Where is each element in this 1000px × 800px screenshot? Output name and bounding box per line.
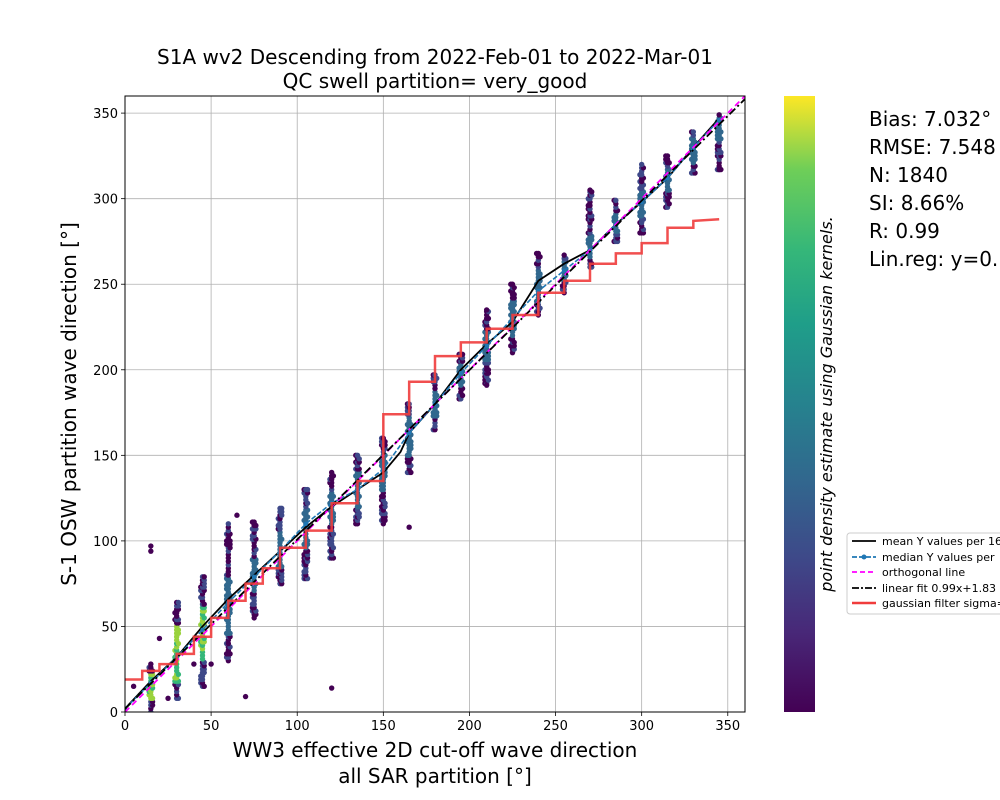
median-marker bbox=[251, 574, 257, 580]
scatter-point-outlier bbox=[483, 382, 490, 388]
scatter-point-outlier bbox=[165, 695, 171, 702]
stat-linreg: Lin.reg: y=0. bbox=[869, 247, 998, 271]
stat-r: R: 0.99 bbox=[869, 219, 940, 243]
scatter-point bbox=[251, 519, 257, 525]
scatter-point bbox=[716, 112, 722, 118]
scatter-point bbox=[148, 661, 154, 667]
legend-label-gaussian: gaussian filter sigma= bbox=[882, 597, 1000, 610]
x-axis-label-line1: WW3 effective 2D cut-off wave direction bbox=[233, 738, 638, 762]
series-line-1 bbox=[125, 119, 720, 710]
legend-label-orthogonal: orthogonal line bbox=[882, 566, 965, 579]
series-line-4 bbox=[125, 217, 720, 681]
scatter-point bbox=[354, 452, 361, 459]
scatter-point-outlier bbox=[148, 548, 154, 554]
y-tick-label: 200 bbox=[93, 364, 118, 379]
chart-title-line2: QC swell partition= very_good bbox=[283, 69, 588, 93]
scatter-point bbox=[175, 599, 182, 606]
legend-marker-median bbox=[861, 554, 867, 560]
x-tick-label: 0 bbox=[121, 719, 129, 734]
legend-label-mean: mean Y values per 16 bbox=[882, 535, 1000, 548]
scatter-point bbox=[304, 486, 311, 493]
scatter-point-outlier bbox=[587, 187, 593, 193]
stat-n: N: 1840 bbox=[869, 163, 948, 187]
plot-frame bbox=[124, 95, 746, 713]
legend-box bbox=[846, 532, 1000, 615]
scatter-point-outlier bbox=[156, 635, 163, 642]
scatter-point-outlier bbox=[130, 683, 137, 690]
chart-title-line1: S1A wv2 Descending from 2022-Feb-01 to 2… bbox=[157, 45, 713, 69]
scatter-point-outlier bbox=[242, 693, 249, 700]
colorbar bbox=[784, 96, 815, 712]
legend-label-linfit: linear fit 0.99x+1.83 bbox=[882, 582, 996, 595]
median-marker bbox=[200, 627, 205, 633]
scatter-point bbox=[328, 469, 335, 476]
colorbar-label: point density estimate using Gaussian ke… bbox=[817, 216, 836, 592]
scatter-point-outlier bbox=[716, 166, 722, 173]
median-marker bbox=[458, 371, 464, 376]
scatter-point bbox=[201, 574, 207, 580]
scatter-point bbox=[613, 197, 619, 204]
scatter-point bbox=[225, 521, 232, 527]
stat-si: SI: 8.66% bbox=[869, 191, 964, 215]
y-tick-label: 300 bbox=[93, 193, 118, 208]
scatter-point bbox=[638, 161, 645, 168]
scatter-point-outlier bbox=[483, 307, 490, 313]
median-marker bbox=[561, 268, 567, 273]
y-axis-ticks: 0 50 100 150 200 250 300 350 bbox=[93, 107, 125, 721]
scatter-point-outlier bbox=[406, 524, 412, 530]
x-tick-label: 300 bbox=[629, 719, 654, 734]
scatter-point-outlier bbox=[328, 685, 335, 691]
y-tick-label: 50 bbox=[101, 620, 118, 635]
scatter-point bbox=[561, 252, 567, 258]
scatter-point bbox=[664, 153, 671, 159]
x-tick-label: 100 bbox=[285, 719, 310, 734]
x-tick-label: 150 bbox=[371, 719, 396, 734]
y-tick-label: 100 bbox=[93, 535, 118, 550]
series-lines bbox=[125, 96, 745, 712]
x-axis-ticks: 0 50 100 150 200 250 300 350 bbox=[121, 712, 740, 734]
scatter-point-outlier bbox=[148, 543, 154, 549]
y-tick-label: 350 bbox=[93, 107, 118, 122]
scatter-point bbox=[535, 250, 542, 257]
x-tick-label: 350 bbox=[715, 719, 740, 734]
legend-label-median: median Y values per bbox=[882, 551, 995, 564]
median-marker bbox=[406, 430, 412, 436]
median-marker bbox=[303, 521, 309, 526]
scatter-point-outlier bbox=[208, 661, 214, 667]
x-tick-label: 200 bbox=[457, 719, 482, 734]
scatter-point bbox=[279, 505, 285, 512]
y-tick-label: 150 bbox=[93, 449, 118, 464]
stat-rmse: RMSE: 7.548 bbox=[869, 135, 996, 159]
y-tick-label: 250 bbox=[93, 278, 118, 293]
x-tick-label: 250 bbox=[543, 719, 568, 734]
stat-bias: Bias: 7.032° bbox=[869, 107, 991, 131]
legend: mean Y values per 16 median Y values per… bbox=[846, 532, 1000, 615]
scatter-point bbox=[690, 129, 697, 135]
median-marker bbox=[716, 117, 722, 123]
y-axis-label: S-1 OSW partition wave direction [°] bbox=[57, 222, 81, 586]
scatter-point-outlier bbox=[191, 661, 197, 667]
scatter-point bbox=[509, 281, 516, 287]
x-tick-label: 50 bbox=[203, 719, 220, 734]
y-tick-label: 0 bbox=[110, 706, 118, 721]
median-marker bbox=[484, 343, 489, 349]
x-axis-label-line2: all SAR partition [°] bbox=[338, 764, 532, 788]
scatter-point-outlier bbox=[234, 512, 240, 518]
